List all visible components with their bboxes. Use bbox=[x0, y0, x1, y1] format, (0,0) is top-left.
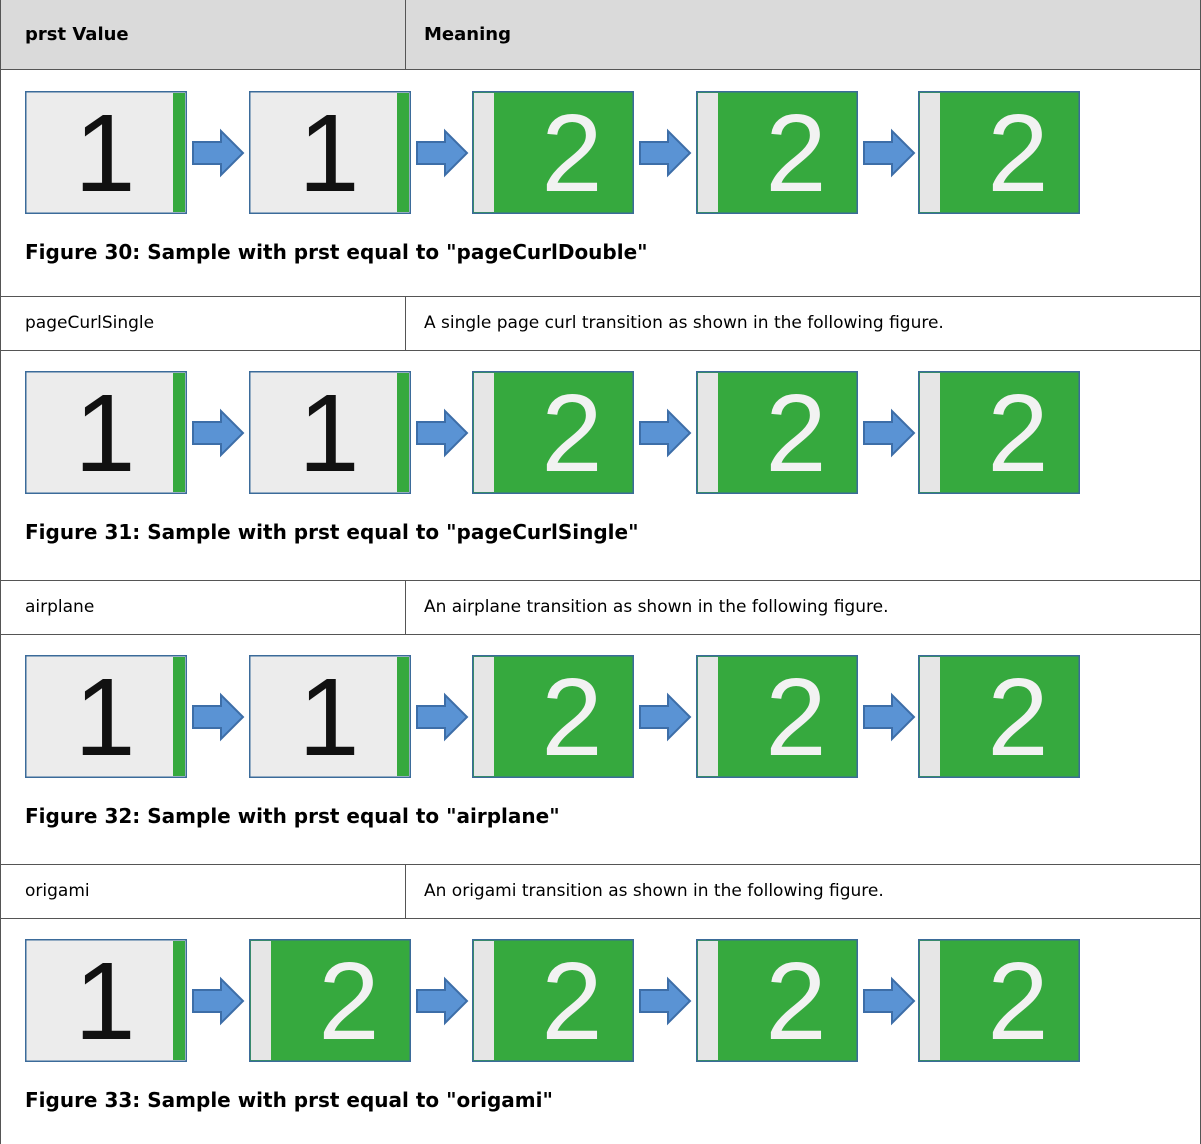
transition-frame: 2 bbox=[918, 371, 1080, 494]
transition-frame: 1 bbox=[249, 655, 411, 778]
arrow bbox=[639, 408, 692, 458]
frame-digit: 2 bbox=[541, 940, 602, 1062]
arrow bbox=[192, 692, 245, 742]
row-divider bbox=[0, 634, 1201, 635]
table-cell: An airplane transition as shown in the f… bbox=[424, 597, 889, 617]
frame-digit: 2 bbox=[987, 92, 1048, 214]
frame-digit: 2 bbox=[987, 656, 1048, 778]
table-cell: origami bbox=[25, 881, 90, 901]
column-divider bbox=[405, 580, 406, 634]
frame-digit: 2 bbox=[765, 372, 826, 494]
arrow bbox=[639, 128, 692, 178]
transition-frame: 2 bbox=[918, 655, 1080, 778]
column-divider bbox=[405, 0, 406, 70]
table-header bbox=[0, 0, 1201, 70]
arrow bbox=[416, 692, 469, 742]
arrow bbox=[863, 692, 916, 742]
frame-digit: 2 bbox=[541, 656, 602, 778]
frame-digit: 1 bbox=[74, 372, 135, 494]
arrow bbox=[639, 692, 692, 742]
arrow bbox=[639, 976, 692, 1026]
transition-frame: 2 bbox=[249, 939, 411, 1062]
row-divider bbox=[0, 296, 1201, 297]
frame-digit: 1 bbox=[74, 940, 135, 1062]
row-divider bbox=[0, 580, 1201, 581]
frame-digit: 1 bbox=[298, 92, 359, 214]
transition-frame: 1 bbox=[249, 371, 411, 494]
transition-frame: 1 bbox=[249, 91, 411, 214]
frame-digit: 2 bbox=[541, 372, 602, 494]
header-cell: prst Value bbox=[25, 24, 129, 45]
frame-digit: 2 bbox=[987, 940, 1048, 1062]
figure-caption: Figure 30: Sample with prst equal to "pa… bbox=[25, 240, 648, 264]
transition-frame: 2 bbox=[696, 655, 858, 778]
arrow bbox=[416, 976, 469, 1026]
table-cell: An origami transition as shown in the fo… bbox=[424, 881, 884, 901]
frame-digit: 2 bbox=[765, 92, 826, 214]
frame-digit: 1 bbox=[74, 656, 135, 778]
table-cell: pageCurlSingle bbox=[25, 313, 155, 333]
transition-frame: 2 bbox=[918, 939, 1080, 1062]
transition-frame: 1 bbox=[25, 655, 187, 778]
arrow bbox=[863, 128, 916, 178]
figure-caption: Figure 32: Sample with prst equal to "ai… bbox=[25, 804, 560, 828]
arrow bbox=[192, 408, 245, 458]
transition-frame: 1 bbox=[25, 939, 187, 1062]
arrow bbox=[863, 976, 916, 1026]
transition-frame: 2 bbox=[472, 91, 634, 214]
figure-caption: Figure 31: Sample with prst equal to "pa… bbox=[25, 520, 639, 544]
frame-digit: 1 bbox=[74, 92, 135, 214]
frame-digit: 2 bbox=[987, 372, 1048, 494]
column-divider bbox=[405, 296, 406, 350]
frame-digit: 2 bbox=[765, 656, 826, 778]
arrow bbox=[416, 408, 469, 458]
transition-frame: 2 bbox=[472, 371, 634, 494]
arrow bbox=[192, 128, 245, 178]
frame-digit: 2 bbox=[765, 940, 826, 1062]
row-divider bbox=[0, 350, 1201, 351]
frame-digit: 2 bbox=[318, 940, 379, 1062]
transition-frame: 2 bbox=[696, 939, 858, 1062]
frame-digit: 2 bbox=[541, 92, 602, 214]
transition-frame: 2 bbox=[696, 371, 858, 494]
row-divider bbox=[0, 864, 1201, 865]
arrow bbox=[192, 976, 245, 1026]
figure-caption: Figure 33: Sample with prst equal to "or… bbox=[25, 1088, 553, 1112]
transition-frame: 1 bbox=[25, 371, 187, 494]
transition-frame: 2 bbox=[472, 939, 634, 1062]
transition-frame: 1 bbox=[25, 91, 187, 214]
transition-frame: 2 bbox=[696, 91, 858, 214]
column-divider bbox=[405, 864, 406, 918]
row-divider bbox=[0, 918, 1201, 919]
transition-frame: 2 bbox=[918, 91, 1080, 214]
transition-frame: 2 bbox=[472, 655, 634, 778]
header-cell: Meaning bbox=[424, 24, 511, 45]
frame-digit: 1 bbox=[298, 656, 359, 778]
arrow bbox=[416, 128, 469, 178]
arrow bbox=[863, 408, 916, 458]
table-cell: airplane bbox=[25, 597, 95, 617]
frame-digit: 1 bbox=[298, 372, 359, 494]
table-cell: A single page curl transition as shown i… bbox=[424, 313, 944, 333]
table-border bbox=[0, 0, 1, 1144]
